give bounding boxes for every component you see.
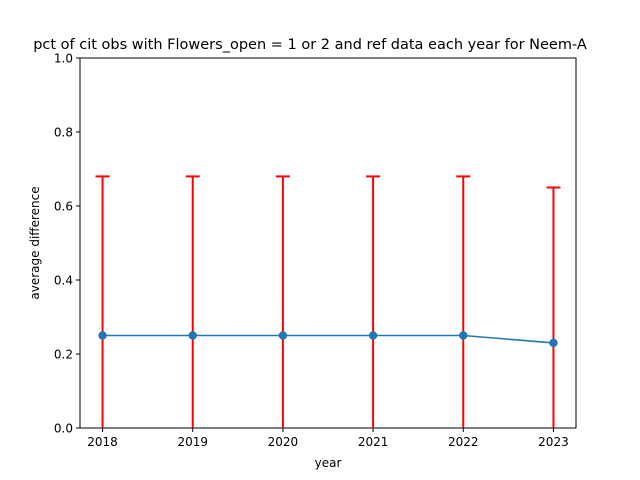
series-line-group xyxy=(102,334,554,344)
y-axis-ticks: 0.0 0.2 0.4 0.6 0.8 1.0 xyxy=(54,52,80,436)
error-bars xyxy=(95,175,561,428)
y-axis-label: average difference xyxy=(28,186,42,299)
x-tick-label: 2020 xyxy=(268,435,299,449)
chart-title: pct of cit obs with Flowers_open = 1 or … xyxy=(33,37,587,53)
y-tick-label: 0.4 xyxy=(54,274,73,288)
x-tick-label: 2021 xyxy=(358,435,389,449)
data-point xyxy=(278,331,288,340)
data-point xyxy=(368,331,378,340)
x-tick-label: 2018 xyxy=(87,435,118,449)
x-axis-label: year xyxy=(315,456,342,470)
x-tick-label: 2019 xyxy=(177,435,208,449)
x-tick-label: 2022 xyxy=(448,435,479,449)
y-tick-label: 0.0 xyxy=(54,422,73,436)
x-axis-ticks: 2018 2019 2020 2021 2022 2023 xyxy=(87,428,569,449)
axes-frame xyxy=(79,57,577,429)
series-line xyxy=(102,334,554,344)
y-tick-label: 0.8 xyxy=(54,126,73,140)
y-tick-label: 1.0 xyxy=(54,52,73,66)
data-point xyxy=(549,338,558,348)
plot-area xyxy=(79,57,577,429)
data-point xyxy=(98,331,107,340)
y-tick-label: 0.6 xyxy=(54,200,73,214)
data-point xyxy=(459,331,468,340)
series-points xyxy=(98,331,558,348)
data-point xyxy=(188,331,197,340)
y-tick-label: 0.2 xyxy=(54,348,73,362)
x-tick-label: 2023 xyxy=(538,435,569,449)
